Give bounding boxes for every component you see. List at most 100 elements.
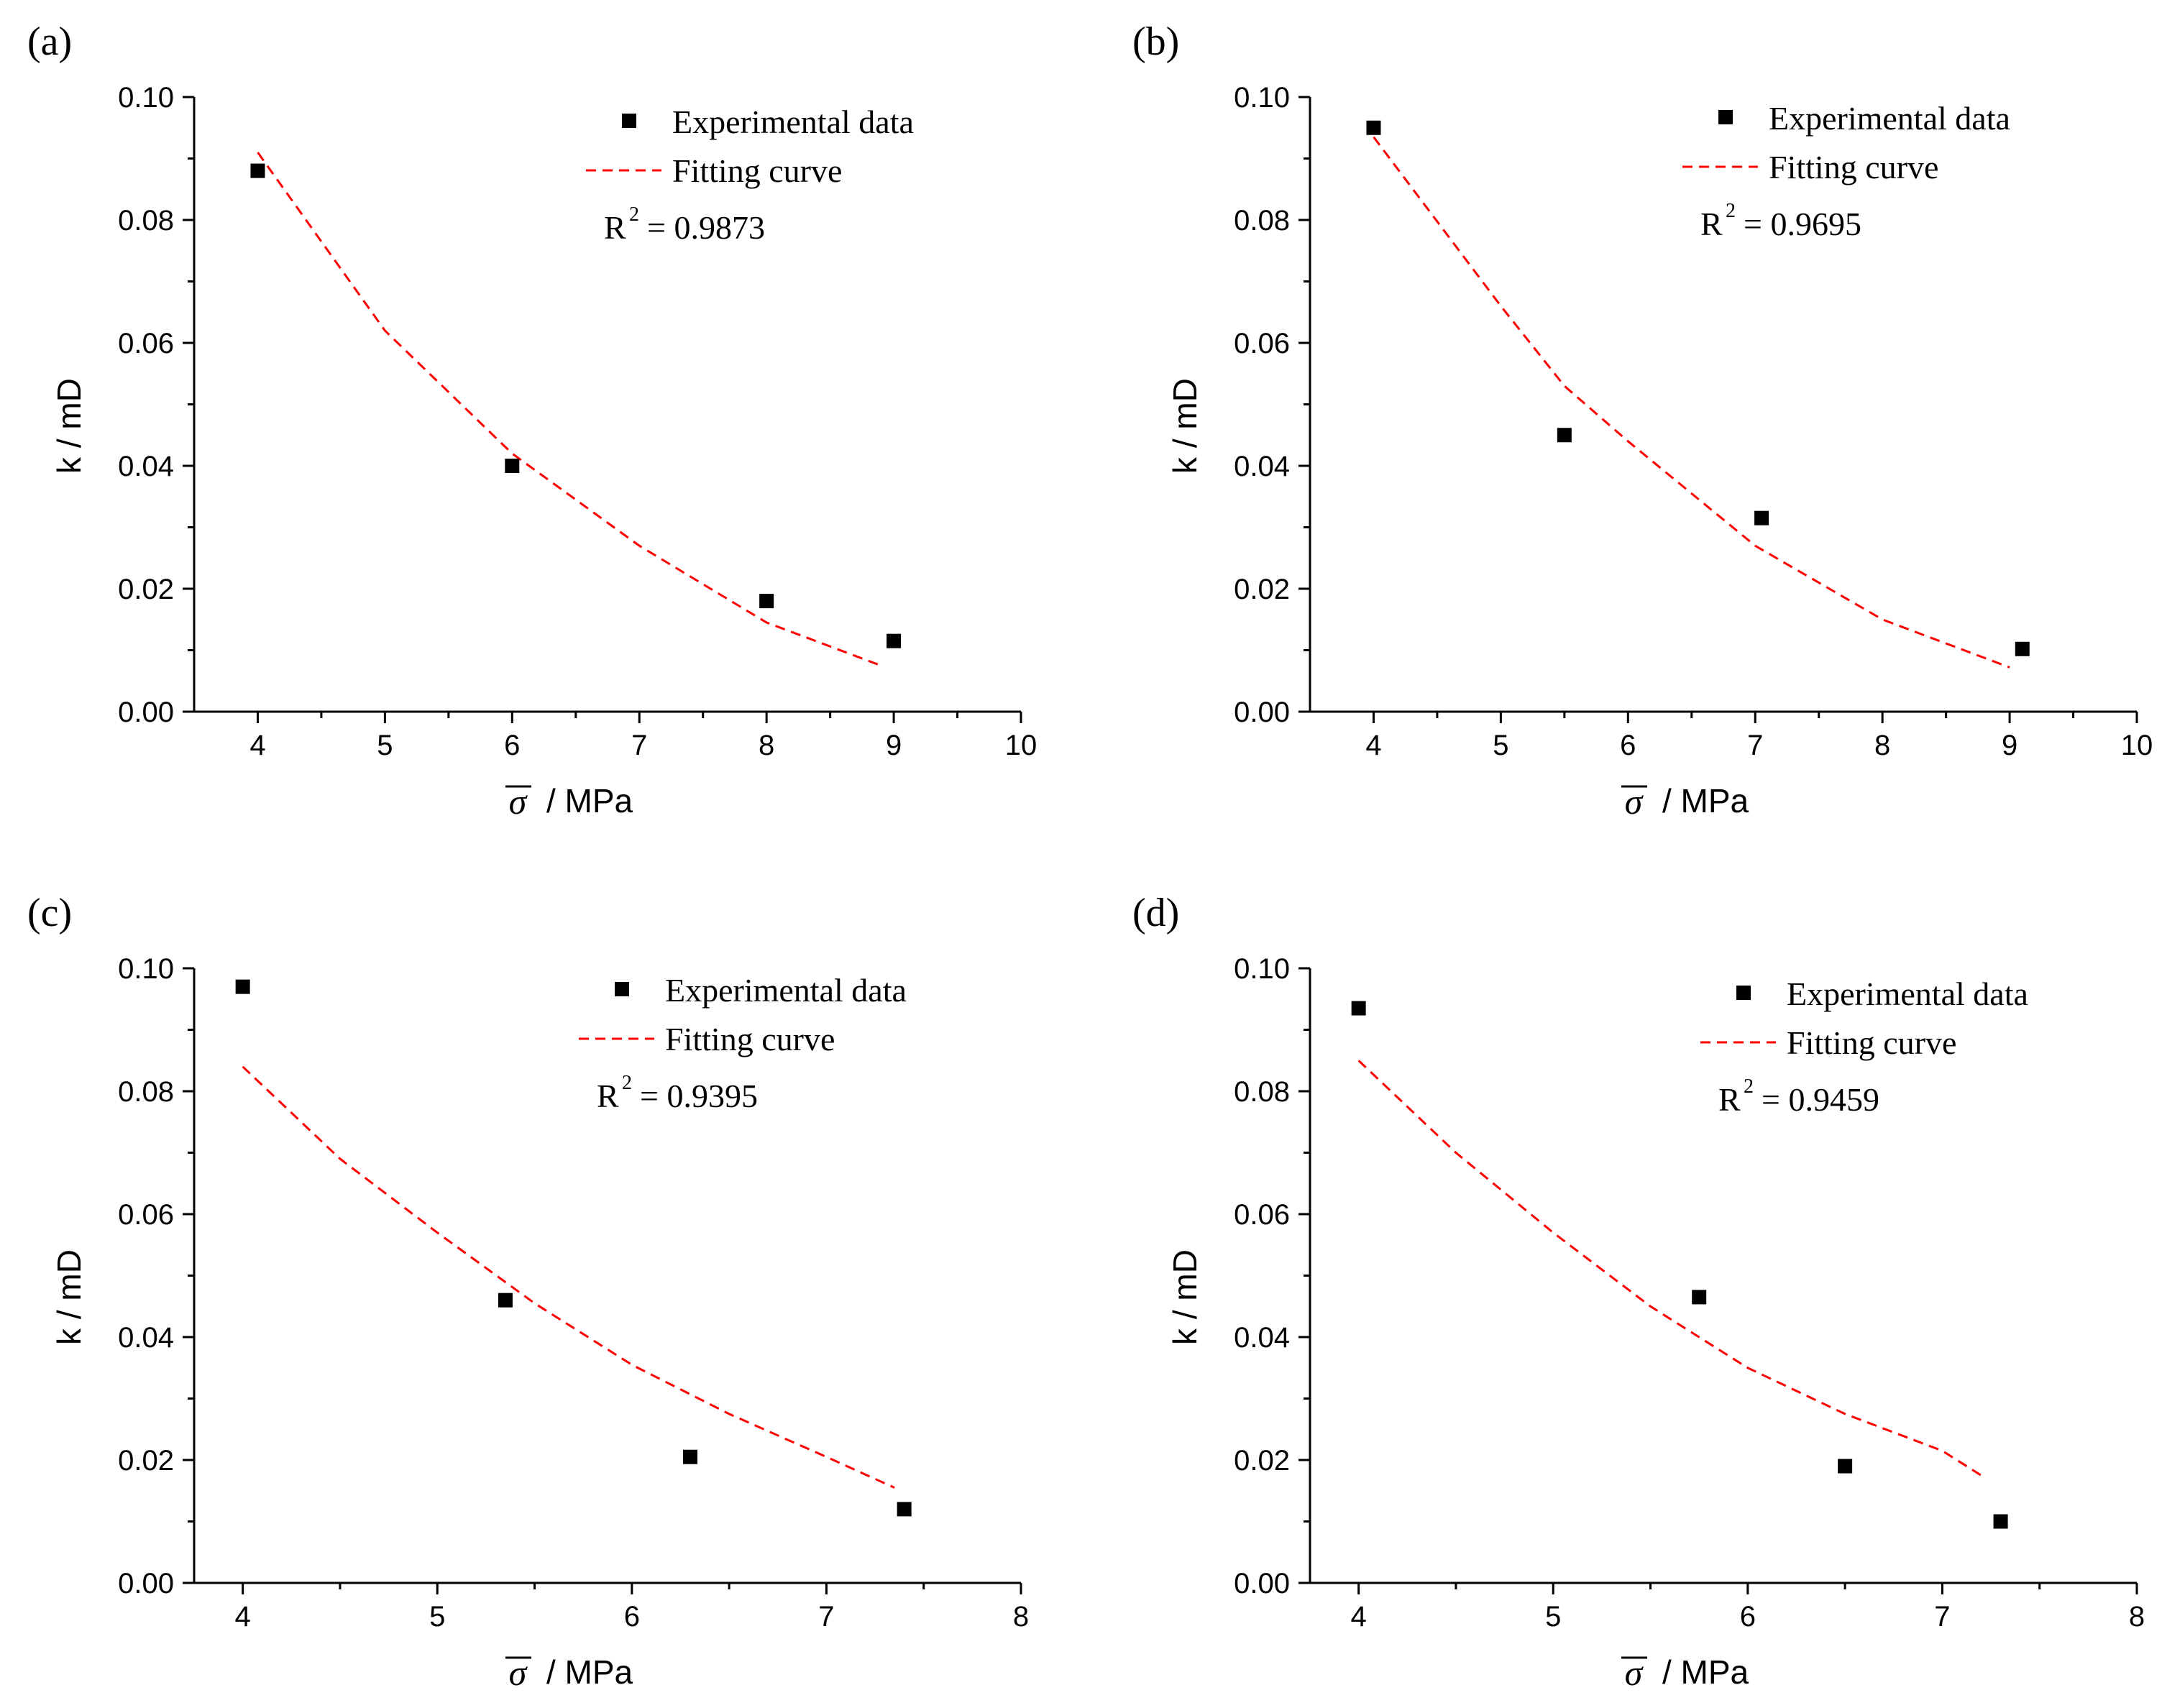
chart-panel-a: (a) 0.00 0.02 0.04 0.06 0.08 0.10 4 5 6 7 8 9 10 k / m…	[27, 19, 1037, 822]
chart-panel-b: (b) 0.00 0.02 0.04 0.06 0.08 0.10 4 5 6 7 8 9 10 k / m…	[1132, 19, 2153, 822]
legend-r2-value: = 0.9395	[640, 1078, 758, 1114]
y-tick-label: 0.04	[118, 1322, 174, 1354]
x-axis-sigma: σ	[509, 781, 528, 822]
experimental-point	[235, 979, 250, 994]
x-tick-label: 5	[1545, 1601, 1561, 1633]
x-axis-sigma: σ	[509, 1653, 528, 1693]
y-tick-label: 0.02	[1234, 574, 1290, 605]
y-axis-title: k / mD	[50, 378, 88, 474]
y-axis-title: k / mD	[50, 1249, 88, 1345]
legend-marker-experimental	[1736, 986, 1751, 1000]
x-tick-label: 7	[1747, 730, 1763, 761]
x-tick-label: 6	[504, 730, 520, 761]
legend-r2-symbol: R	[1700, 206, 1723, 242]
y-tick-label: 0.00	[1234, 1568, 1290, 1599]
y-axis-title: k / mD	[1166, 1249, 1204, 1345]
y-tick-label: 0.06	[118, 328, 174, 359]
legend-r2-superscript: 2	[1744, 1075, 1754, 1098]
x-tick-label: 10	[1005, 730, 1038, 761]
x-tick-label: 7	[818, 1601, 834, 1633]
legend-r2-value: = 0.9459	[1762, 1081, 1879, 1118]
legend-label-fitting: Fitting curve	[672, 152, 842, 189]
x-tick-label: 8	[1874, 730, 1890, 761]
legend-label-fitting: Fitting curve	[1769, 149, 1938, 185]
y-tick-label: 0.04	[1234, 1322, 1290, 1354]
x-tick-label: 8	[1013, 1601, 1029, 1633]
experimental-point	[1557, 428, 1572, 443]
legend-label-experimental: Experimental data	[665, 972, 907, 1009]
legend-marker-experimental	[622, 114, 636, 128]
legend-r2-superscript: 2	[1726, 200, 1736, 222]
x-tick-label: 8	[2129, 1601, 2145, 1633]
x-axis-title: / MPa	[1662, 1653, 1749, 1691]
y-axis-title: k / mD	[1166, 378, 1204, 474]
experimental-point	[1993, 1514, 2008, 1529]
x-tick-label: 6	[1620, 730, 1636, 761]
y-tick-label: 0.10	[1234, 82, 1290, 114]
experimental-point	[2015, 641, 2030, 656]
x-tick-label: 4	[249, 730, 265, 761]
y-tick-label: 0.06	[118, 1199, 174, 1231]
y-tick-label: 0.10	[1234, 953, 1290, 985]
x-axis-title: / MPa	[546, 782, 633, 819]
legend-marker-experimental	[1718, 110, 1733, 124]
x-tick-label: 5	[429, 1601, 445, 1633]
x-tick-label: 7	[631, 730, 647, 761]
fitting-curve-line	[242, 1065, 895, 1489]
experimental-point	[1366, 120, 1381, 135]
x-tick-label: 10	[2121, 730, 2153, 761]
legend-marker-experimental	[615, 982, 629, 996]
y-tick-label: 0.04	[118, 451, 174, 482]
x-axis-title: / MPa	[1662, 782, 1749, 819]
x-tick-label: 6	[624, 1601, 640, 1633]
x-tick-label: 5	[1493, 730, 1508, 761]
x-tick-label: 6	[1740, 1601, 1756, 1633]
fitting-curve-line	[1373, 136, 2010, 669]
y-tick-label: 0.10	[118, 82, 174, 114]
legend-label-experimental: Experimental data	[672, 104, 914, 140]
panel-label: (d)	[1132, 891, 1179, 935]
experimental-point	[759, 594, 774, 609]
y-tick-label: 0.08	[1234, 205, 1290, 237]
y-tick-label: 0.06	[1234, 328, 1290, 359]
y-tick-label: 0.06	[1234, 1199, 1290, 1231]
x-tick-label: 4	[1351, 1601, 1367, 1633]
experimental-point	[683, 1449, 697, 1464]
panel-label: (b)	[1132, 19, 1179, 64]
x-axis-sigma: σ	[1625, 781, 1644, 822]
fitting-curve-line	[1357, 1060, 1982, 1477]
x-tick-label: 4	[1365, 730, 1381, 761]
y-tick-label: 0.10	[118, 953, 174, 985]
legend-r2-value: = 0.9695	[1744, 206, 1861, 242]
x-tick-label: 5	[377, 730, 393, 761]
x-tick-label: 4	[235, 1601, 251, 1633]
panel-label: (a)	[27, 19, 72, 64]
chart-panel-c: (c) 0.00 0.02 0.04 0.06 0.08 0.10 4 5 6 7 8 k / mD σ /…	[27, 891, 1029, 1693]
x-tick-label: 9	[2002, 730, 2017, 761]
experimental-point	[1838, 1459, 1853, 1474]
experimental-point	[1351, 1001, 1366, 1016]
y-tick-label: 0.02	[118, 1445, 174, 1477]
x-tick-label: 7	[1934, 1601, 1950, 1633]
legend-r2-superscript: 2	[622, 1072, 632, 1094]
y-tick-label: 0.02	[118, 574, 174, 605]
experimental-point	[505, 459, 520, 473]
y-tick-label: 0.08	[1234, 1076, 1290, 1108]
legend-r2-symbol: R	[604, 209, 626, 246]
legend-r2-superscript: 2	[629, 203, 639, 226]
y-tick-label: 0.00	[1234, 697, 1290, 728]
experimental-point	[1754, 510, 1769, 525]
experimental-point	[498, 1293, 513, 1308]
experimental-point	[1692, 1290, 1707, 1305]
experimental-point	[887, 633, 902, 648]
legend-r2-value: = 0.9873	[647, 209, 765, 246]
legend-r2-symbol: R	[597, 1078, 619, 1114]
y-tick-label: 0.04	[1234, 451, 1290, 482]
panel-label: (c)	[27, 891, 72, 935]
legend-label-fitting: Fitting curve	[665, 1021, 835, 1057]
y-tick-label: 0.00	[118, 1568, 174, 1599]
x-axis-sigma: σ	[1625, 1653, 1644, 1693]
y-tick-label: 0.00	[118, 697, 174, 728]
experimental-point	[897, 1502, 912, 1517]
